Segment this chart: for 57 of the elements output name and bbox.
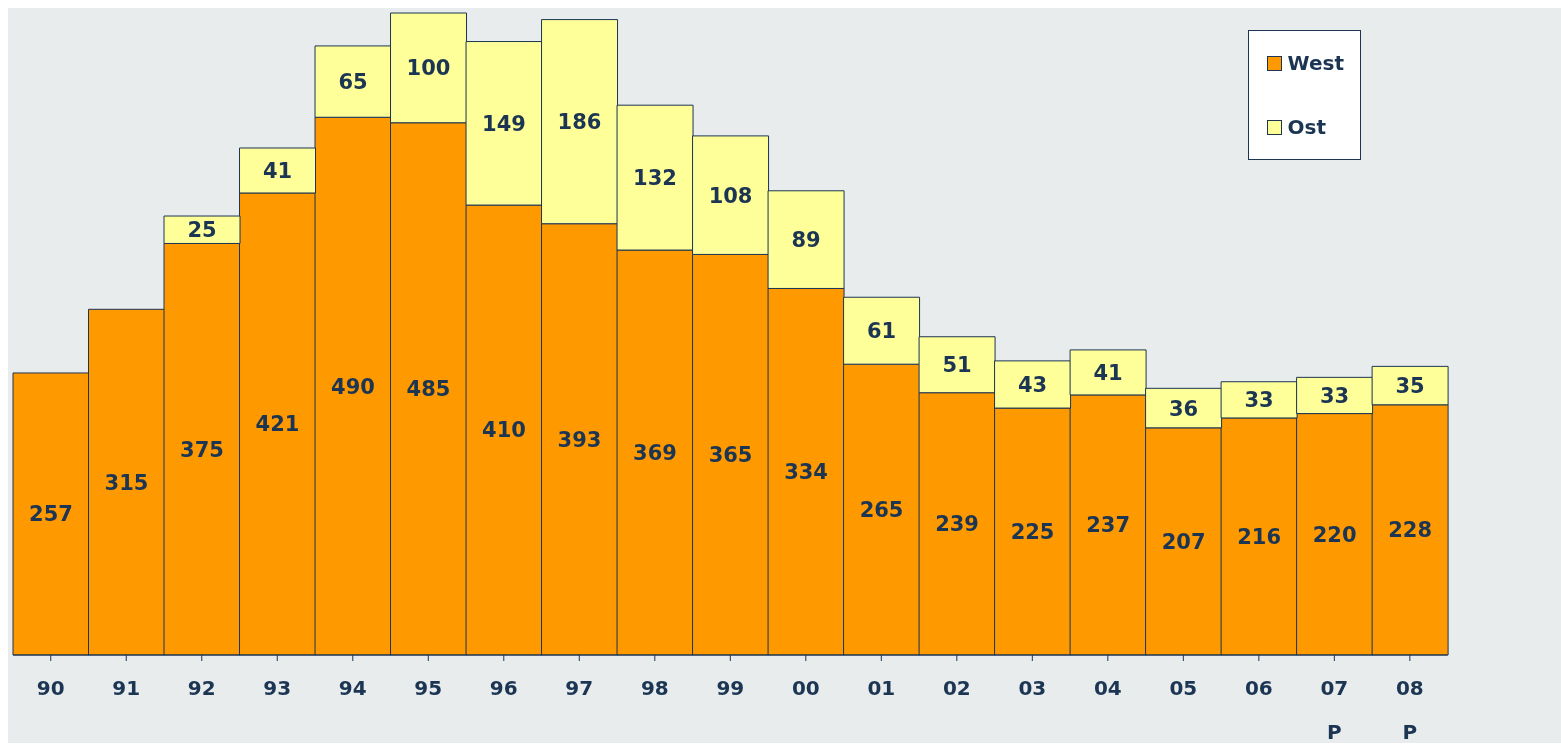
data-label: 334 [784,460,828,485]
x-tick-label: 92 [187,676,216,700]
x-tick-label: 08 P [1395,676,1424,744]
data-label: 65 [338,70,368,95]
x-tick-label: 06 [1244,676,1273,700]
x-tick-label: 03 [1018,676,1047,700]
x-tick-label: 97 [565,676,594,700]
legend-label: West [1287,51,1344,75]
data-label: 51 [942,353,972,378]
data-label: 108 [708,183,753,208]
data-label: 61 [866,319,897,344]
x-tick-label: 07 P [1320,676,1349,744]
data-label: 315 [104,470,149,495]
x-tick-label: 05 [1169,676,1198,700]
legend-label: Ost [1287,115,1327,139]
data-label: 43 [1017,372,1048,397]
data-label: 41 [1093,360,1123,385]
data-label: 89 [791,228,821,253]
x-tick-label: 90 [36,676,65,700]
data-label: 365 [708,443,753,468]
data-label: 257 [29,502,73,527]
data-label: 485 [406,377,451,402]
data-label: 35 [1395,374,1425,399]
data-label: 490 [331,374,375,399]
data-label: 100 [406,56,451,81]
data-label: 369 [633,440,677,465]
data-label: 393 [557,427,602,452]
data-label: 186 [557,110,602,135]
data-label: 216 [1237,524,1282,549]
data-label: 33 [1319,383,1350,408]
data-label: 410 [482,418,526,443]
x-tick-label: 02 [942,676,971,700]
data-label: 36 [1168,396,1199,421]
data-label: 41 [262,158,293,183]
x-tick-label: 00 [791,676,820,700]
data-label: 149 [482,111,526,136]
data-label: 220 [1312,522,1357,547]
x-tick-label: 04 [1093,676,1122,700]
data-label: 33 [1244,388,1274,413]
x-tick-label: 93 [263,676,292,700]
x-tick-label: 98 [640,676,669,700]
x-tick-label: 94 [338,676,367,700]
x-tick-label: 01 [867,676,896,700]
data-label: 421 [255,412,300,437]
data-label: 375 [180,437,224,462]
data-label: 25 [187,218,217,243]
x-tick-label: 95 [414,676,443,700]
data-label: 228 [1388,518,1433,543]
data-label: 237 [1086,513,1130,538]
data-label: 225 [1010,519,1055,544]
x-tick-label: 91 [112,676,141,700]
data-label: 239 [935,512,979,537]
x-tick-label: 99 [716,676,745,700]
data-label: 207 [1161,529,1206,554]
data-label: 265 [859,498,904,523]
data-label: 132 [633,166,677,191]
x-tick-label: 96 [489,676,518,700]
